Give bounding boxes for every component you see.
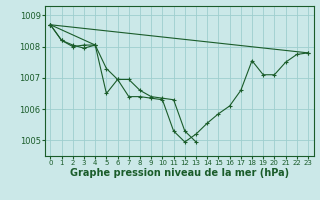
- X-axis label: Graphe pression niveau de la mer (hPa): Graphe pression niveau de la mer (hPa): [70, 168, 289, 178]
